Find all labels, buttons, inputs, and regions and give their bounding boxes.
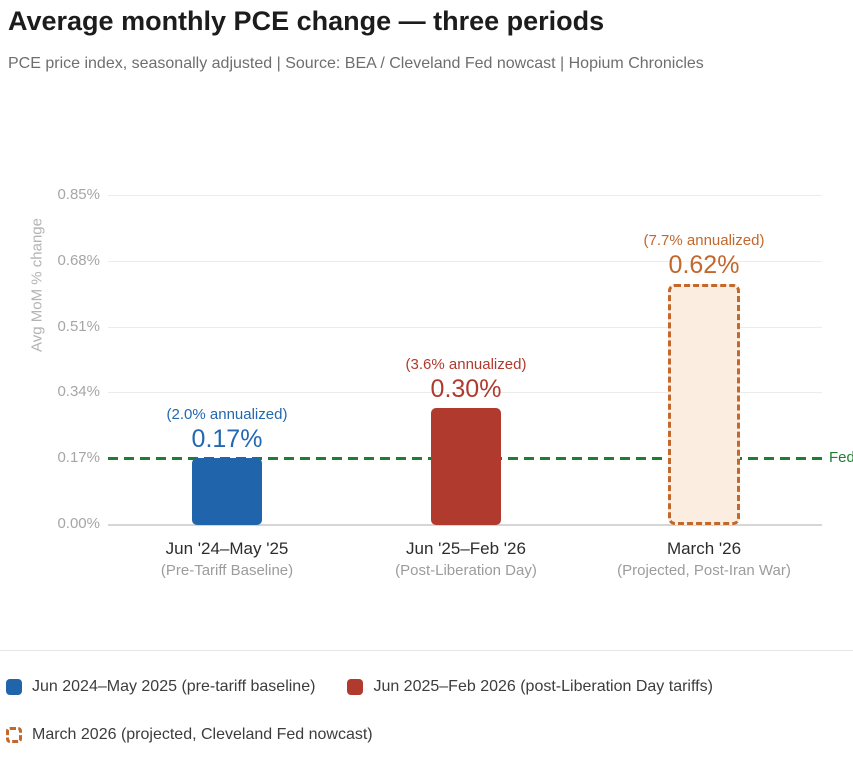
x-label-march26: March '26 (Projected, Post-Iran War) — [584, 539, 824, 580]
gridline — [108, 327, 822, 328]
annualized-label: (7.7% annualized) — [643, 232, 765, 249]
gridline — [108, 392, 822, 393]
y-tick-label: 0.34% — [57, 383, 100, 400]
legend-row-2: March 2026 (projected, Cleveland Fed now… — [6, 726, 373, 744]
legend-item-post-liberation: Jun 2025–Feb 2026 (post-Liberation Day t… — [347, 678, 713, 696]
fed-target-label: Fed — [829, 449, 853, 466]
y-tick-label: 0.85% — [57, 186, 100, 203]
x-label-sub: (Projected, Post-Iran War) — [617, 562, 791, 579]
bar-march26-projected — [668, 284, 740, 525]
bar-label-jun24-may25: (2.0% annualized) 0.17% — [117, 406, 337, 454]
value-label: 0.62% — [668, 251, 740, 279]
legend-label: Jun 2025–Feb 2026 (post-Liberation Day t… — [373, 678, 713, 695]
legend-label: March 2026 (projected, Cleveland Fed now… — [32, 726, 373, 743]
gridline — [108, 195, 822, 196]
legend-item-march-projected: March 2026 (projected, Cleveland Fed now… — [6, 726, 373, 744]
annualized-label: (2.0% annualized) — [166, 406, 288, 423]
x-axis-line — [108, 524, 822, 526]
value-label: 0.30% — [430, 375, 502, 403]
legend-divider — [0, 650, 853, 651]
gridline — [108, 261, 822, 262]
x-label-main: March '26 — [666, 539, 742, 558]
x-label-sub: (Pre-Tariff Baseline) — [160, 562, 294, 579]
legend-label: Jun 2024–May 2025 (pre-tariff baseline) — [32, 678, 316, 695]
legend-item-pre-tariff: Jun 2024–May 2025 (pre-tariff baseline) — [6, 678, 315, 696]
page-title: Average monthly PCE change — three perio… — [8, 6, 605, 36]
legend-swatch-blue — [6, 679, 22, 695]
x-label-jun24-may25: Jun '24–May '25 (Pre-Tariff Baseline) — [107, 539, 347, 580]
y-tick-label: 0.00% — [57, 515, 100, 532]
chart-subtitle: PCE price index, seasonally adjusted | S… — [8, 55, 704, 72]
bar-label-march26: (7.7% annualized) 0.62% — [594, 232, 814, 280]
legend-row-1: Jun 2024–May 2025 (pre-tariff baseline) … — [6, 678, 713, 696]
x-label-main: Jun '25–Feb '26 — [406, 539, 526, 558]
x-label-jun25-feb26: Jun '25–Feb '26 (Post-Liberation Day) — [346, 539, 586, 580]
legend-swatch-dashed-orange — [6, 727, 22, 743]
x-label-main: Jun '24–May '25 — [165, 539, 289, 558]
annualized-label: (3.6% annualized) — [405, 356, 527, 373]
x-label-sub: (Post-Liberation Day) — [395, 562, 537, 579]
bar-label-jun25-feb26: (3.6% annualized) 0.30% — [356, 356, 576, 404]
y-tick-label: 0.51% — [57, 318, 100, 335]
y-tick-label: 0.17% — [57, 449, 100, 466]
value-label: 0.17% — [191, 425, 263, 453]
bar-jun24-may25 — [192, 458, 262, 525]
bar-jun25-feb26 — [431, 408, 501, 525]
y-tick-label: 0.68% — [57, 252, 100, 269]
legend-swatch-red — [347, 679, 364, 695]
